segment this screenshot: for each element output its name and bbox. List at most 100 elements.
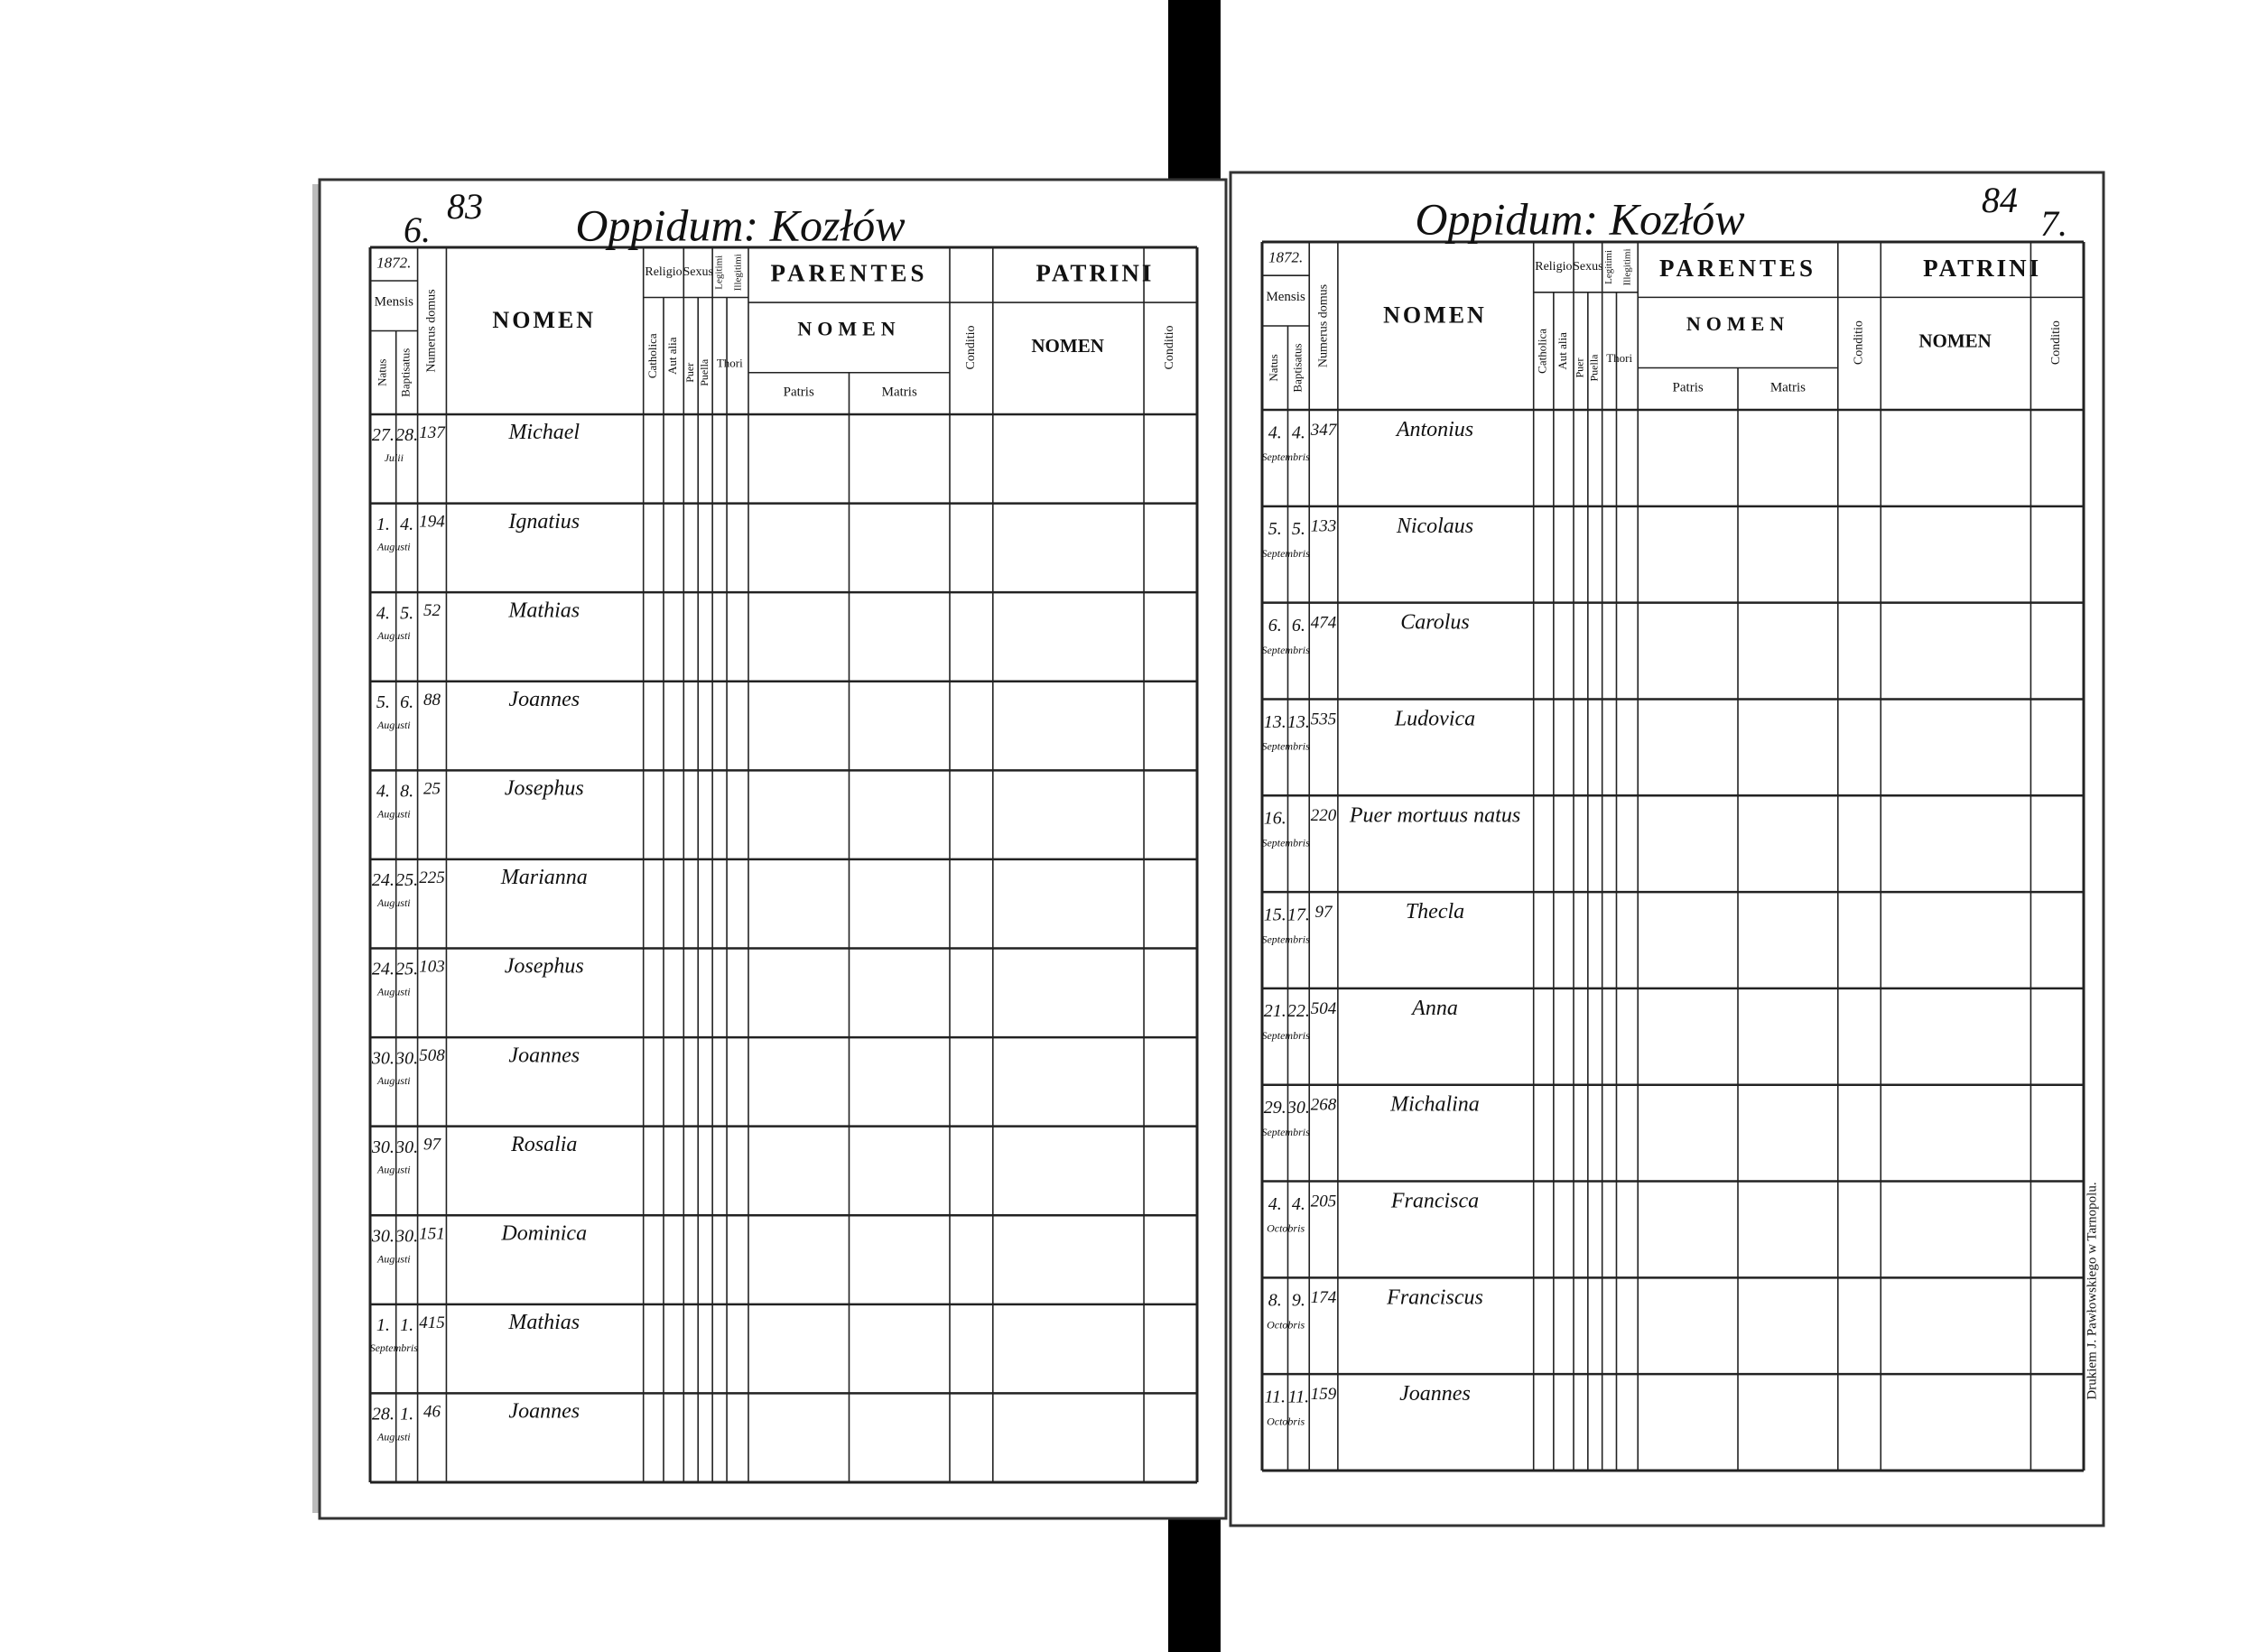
cell-nomen: Marianna <box>500 866 588 889</box>
header-label: PARENTES <box>770 260 927 287</box>
cell-mensis: Augusti <box>376 629 411 642</box>
cell-nomen: Ignatius <box>507 510 580 534</box>
header-label: NOMEN <box>1686 312 1789 335</box>
cell-mensis: Octobris <box>1267 1222 1305 1235</box>
cell-mensis: Augusti <box>376 986 411 998</box>
header-label: Numerus domus <box>425 289 439 372</box>
cell-domus: 194 <box>419 513 445 532</box>
binding-strip <box>1168 0 1221 185</box>
header-label: Thori <box>1606 351 1632 365</box>
header-label: 1872. <box>1268 249 1303 266</box>
cell-domus: 415 <box>419 1313 445 1332</box>
cell-nomen: Puer mortuus natus <box>1349 803 1520 827</box>
cell-baptisatus: 22. <box>1287 1001 1310 1021</box>
header-label: Puella <box>1587 354 1600 382</box>
cell-natus: 4. <box>1268 422 1282 442</box>
cell-mensis: Septembris <box>370 1341 419 1354</box>
folio-old: 7. <box>2040 203 2067 244</box>
cell-baptisatus: 5. <box>1292 519 1305 539</box>
header-label: Patris <box>784 385 814 399</box>
right-page <box>1229 171 2105 1527</box>
cell-mensis: Augusti <box>376 1074 411 1087</box>
cell-domus: 347 <box>1310 421 1338 440</box>
header-label: PATRINI <box>1923 255 2041 282</box>
header-label: Puer <box>683 363 696 383</box>
header-label: Baptisatus <box>1290 343 1304 392</box>
cell-natus: 5. <box>1268 519 1282 539</box>
header-label: Baptisatus <box>399 348 413 397</box>
cell-baptisatus: 17. <box>1287 905 1310 924</box>
cell-baptisatus: 30. <box>395 1137 418 1157</box>
cell-natus: 30. <box>371 1048 395 1068</box>
header-label: Natus <box>1267 354 1280 381</box>
cell-nomen: Mathias <box>507 1311 580 1334</box>
cell-baptisatus: 4. <box>1292 422 1305 442</box>
cell-natus: 4. <box>376 603 390 623</box>
cell-nomen: Josephus <box>505 955 584 979</box>
header-label: Illegitimi <box>1622 248 1633 285</box>
header-label: Conditio <box>1163 325 1176 369</box>
header-label: NOMEN <box>1918 329 1992 351</box>
cell-nomen: Anna <box>1410 997 1458 1020</box>
header-label: Legitimi <box>1603 250 1614 284</box>
cell-mensis: Octobris <box>1267 1415 1305 1427</box>
header-label: Conditio <box>1853 320 1866 365</box>
cell-baptisatus: 1. <box>400 1315 413 1335</box>
header-label: Natus <box>375 359 388 386</box>
cell-domus: 88 <box>423 691 441 710</box>
cell-nomen: Ludovica <box>1394 707 1475 730</box>
cell-mensis: Septembris <box>1261 1029 1310 1042</box>
folio-number: 84 <box>1982 180 2018 220</box>
header-label: Thori <box>717 356 743 369</box>
cell-domus: 535 <box>1311 710 1337 729</box>
printer-note: Drukiem J. Pawłowskiego w Tarnopolu. <box>2085 1182 2099 1399</box>
cell-domus: 25 <box>423 779 441 798</box>
cell-domus: 508 <box>419 1046 445 1065</box>
header-label: Matris <box>1770 380 1806 394</box>
cell-nomen: Josephus <box>505 777 584 801</box>
cell-nomen: Joannes <box>508 688 580 711</box>
header-label: NOMEN <box>797 318 900 340</box>
cell-nomen: Joannes <box>508 1044 580 1067</box>
cell-nomen: Carolus <box>1400 611 1469 635</box>
cell-natus: 16. <box>1264 809 1286 829</box>
cell-nomen: Franciscus <box>1386 1285 1483 1309</box>
cell-domus: 97 <box>423 1136 442 1155</box>
cell-natus: 5. <box>376 692 390 712</box>
binding-strip <box>1168 1517 1221 1652</box>
page-title: Oppidum: Kozłów <box>575 200 905 250</box>
header-label: PARENTES <box>1659 255 1816 282</box>
cell-nomen: Dominica <box>500 1221 587 1245</box>
cell-mensis: Septembris <box>1261 1126 1310 1138</box>
cell-natus: 29. <box>1264 1098 1286 1118</box>
cell-domus: 174 <box>1311 1288 1337 1307</box>
cell-domus: 205 <box>1311 1192 1337 1211</box>
header-label: Illegitimi <box>732 254 743 291</box>
header-label: Puella <box>698 358 711 386</box>
header-label: PATRINI <box>1036 260 1154 287</box>
cell-baptisatus: 9. <box>1292 1291 1305 1311</box>
header-label: Catholica <box>1536 329 1549 374</box>
cell-baptisatus: 30. <box>1286 1098 1310 1118</box>
header-label: Religio <box>645 265 682 279</box>
cell-baptisatus: 25. <box>395 870 418 890</box>
cell-natus: 27. <box>372 425 395 445</box>
page-title: Oppidum: Kozłów <box>1415 193 1744 244</box>
cell-natus: 4. <box>1268 1194 1282 1214</box>
cell-baptisatus: 8. <box>400 782 413 802</box>
cell-baptisatus: 1. <box>400 1405 413 1425</box>
cell-natus: 6. <box>1268 616 1282 636</box>
cell-natus: 8. <box>1268 1291 1282 1311</box>
header-label: NOMEN <box>492 307 596 333</box>
cell-baptisatus: 11. <box>1288 1387 1310 1406</box>
cell-mensis: Augusti <box>376 719 411 731</box>
cell-domus: 159 <box>1311 1385 1337 1404</box>
cell-baptisatus: 30. <box>395 1226 418 1246</box>
cell-mensis: Septembris <box>1261 547 1310 560</box>
cell-domus: 52 <box>423 601 441 620</box>
cell-mensis: Octobris <box>1267 1319 1305 1332</box>
cell-nomen: Mathias <box>507 599 580 622</box>
header-label: 1872. <box>376 254 411 271</box>
cell-domus: 97 <box>1315 903 1334 922</box>
